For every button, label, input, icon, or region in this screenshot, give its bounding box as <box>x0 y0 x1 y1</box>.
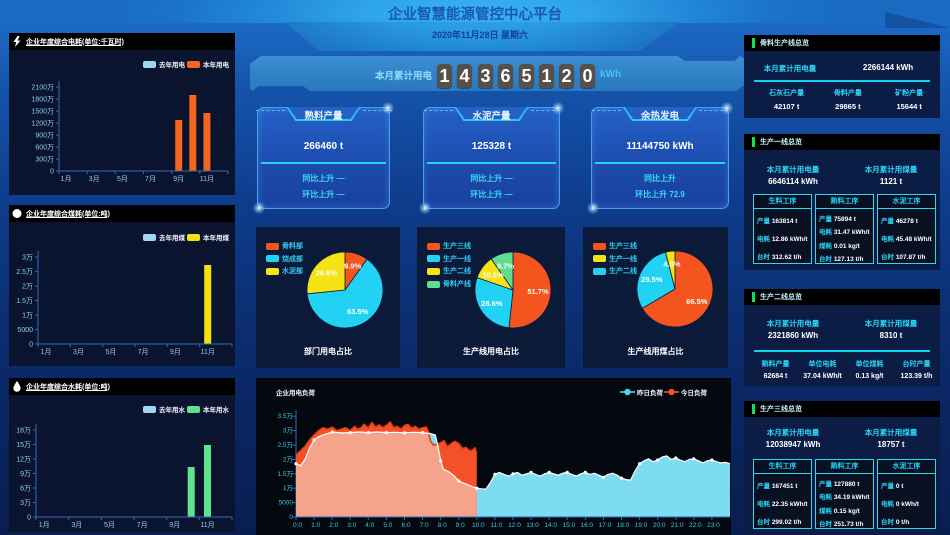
svg-text:1.5万: 1.5万 <box>277 470 293 478</box>
svg-text:600万: 600万 <box>35 144 54 152</box>
svg-text:3.5万: 3.5万 <box>277 412 293 420</box>
svg-text:9月: 9月 <box>170 348 181 356</box>
svg-text:11:0: 11:0 <box>490 522 503 529</box>
svg-text:4.0%: 4.0% <box>663 260 680 269</box>
svg-text:9万: 9万 <box>20 470 31 478</box>
svg-text:0: 0 <box>289 514 293 521</box>
svg-text:23:0: 23:0 <box>707 522 720 529</box>
svg-text:1万: 1万 <box>283 484 294 492</box>
svg-text:7:0: 7:0 <box>420 522 429 529</box>
svg-text:15万: 15万 <box>16 441 31 449</box>
svg-text:0: 0 <box>50 169 54 176</box>
svg-text:1月: 1月 <box>39 521 50 529</box>
svg-text:2.5万: 2.5万 <box>277 441 293 449</box>
svg-text:17:0: 17:0 <box>599 522 612 529</box>
svg-text:5月: 5月 <box>104 521 115 529</box>
svg-text:2万: 2万 <box>283 455 294 463</box>
svg-text:51.7%: 51.7% <box>527 287 549 296</box>
svg-text:1500万: 1500万 <box>31 108 54 116</box>
svg-text:18万: 18万 <box>16 427 31 435</box>
svg-text:19:0: 19:0 <box>635 522 648 529</box>
svg-text:0: 0 <box>29 342 33 349</box>
svg-text:9:0: 9:0 <box>456 522 465 529</box>
svg-text:6:0: 6:0 <box>401 522 410 529</box>
svg-text:3万: 3万 <box>283 427 294 435</box>
svg-text:16:0: 16:0 <box>580 522 593 529</box>
svg-text:10.0%: 10.0% <box>482 270 504 279</box>
svg-text:5000: 5000 <box>17 327 33 334</box>
svg-text:11月: 11月 <box>200 521 214 529</box>
svg-text:66.5%: 66.5% <box>686 297 708 306</box>
svg-text:8:0: 8:0 <box>438 522 447 529</box>
svg-text:300万: 300万 <box>35 156 54 164</box>
svg-text:5:0: 5:0 <box>383 522 392 529</box>
svg-text:11月: 11月 <box>201 348 215 356</box>
svg-text:21:0: 21:0 <box>671 522 684 529</box>
svg-text:9.9%: 9.9% <box>344 262 361 271</box>
svg-text:1200万: 1200万 <box>31 120 54 128</box>
svg-text:29.5%: 29.5% <box>641 275 663 284</box>
svg-text:2万: 2万 <box>22 283 33 291</box>
svg-text:0:0: 0:0 <box>293 522 302 529</box>
svg-text:5月: 5月 <box>117 175 128 183</box>
svg-text:22:0: 22:0 <box>689 522 702 529</box>
svg-text:4:0: 4:0 <box>365 522 374 529</box>
svg-text:1月: 1月 <box>41 348 52 356</box>
svg-text:3万: 3万 <box>22 254 33 262</box>
svg-text:3万: 3万 <box>20 499 31 507</box>
svg-text:9月: 9月 <box>169 521 180 529</box>
svg-text:5月: 5月 <box>105 348 116 356</box>
svg-text:63.5%: 63.5% <box>347 307 369 316</box>
svg-text:3月: 3月 <box>71 521 82 529</box>
svg-text:2:0: 2:0 <box>329 522 338 529</box>
svg-text:10:0: 10:0 <box>472 522 485 529</box>
svg-text:3:0: 3:0 <box>347 522 356 529</box>
svg-text:14:0: 14:0 <box>544 522 557 529</box>
svg-text:12:0: 12:0 <box>508 522 521 529</box>
svg-text:26.6%: 26.6% <box>316 269 338 278</box>
svg-text:15:0: 15:0 <box>562 522 575 529</box>
svg-text:5000: 5000 <box>279 500 294 507</box>
svg-text:1:0: 1:0 <box>311 522 320 529</box>
svg-text:2100万: 2100万 <box>31 84 54 92</box>
svg-text:9.7%: 9.7% <box>497 262 514 271</box>
svg-text:11月: 11月 <box>200 175 214 183</box>
svg-text:1月: 1月 <box>61 175 72 183</box>
svg-text:2.5万: 2.5万 <box>16 268 33 276</box>
svg-text:28.6%: 28.6% <box>481 299 503 308</box>
svg-text:6万: 6万 <box>20 485 31 493</box>
svg-text:1万: 1万 <box>22 312 33 320</box>
svg-text:7月: 7月 <box>138 348 149 356</box>
svg-text:900万: 900万 <box>35 132 54 140</box>
svg-text:18:0: 18:0 <box>617 522 630 529</box>
svg-text:12万: 12万 <box>16 456 31 464</box>
svg-text:3月: 3月 <box>73 348 84 356</box>
svg-text:7月: 7月 <box>145 175 156 183</box>
svg-text:9月: 9月 <box>173 175 184 183</box>
svg-text:0: 0 <box>27 515 31 522</box>
svg-text:1800万: 1800万 <box>31 96 54 104</box>
svg-text:1.5万: 1.5万 <box>16 297 33 305</box>
svg-text:7月: 7月 <box>137 521 148 529</box>
svg-text:20:0: 20:0 <box>653 522 666 529</box>
svg-text:3月: 3月 <box>89 175 100 183</box>
svg-text:13:0: 13:0 <box>526 522 539 529</box>
